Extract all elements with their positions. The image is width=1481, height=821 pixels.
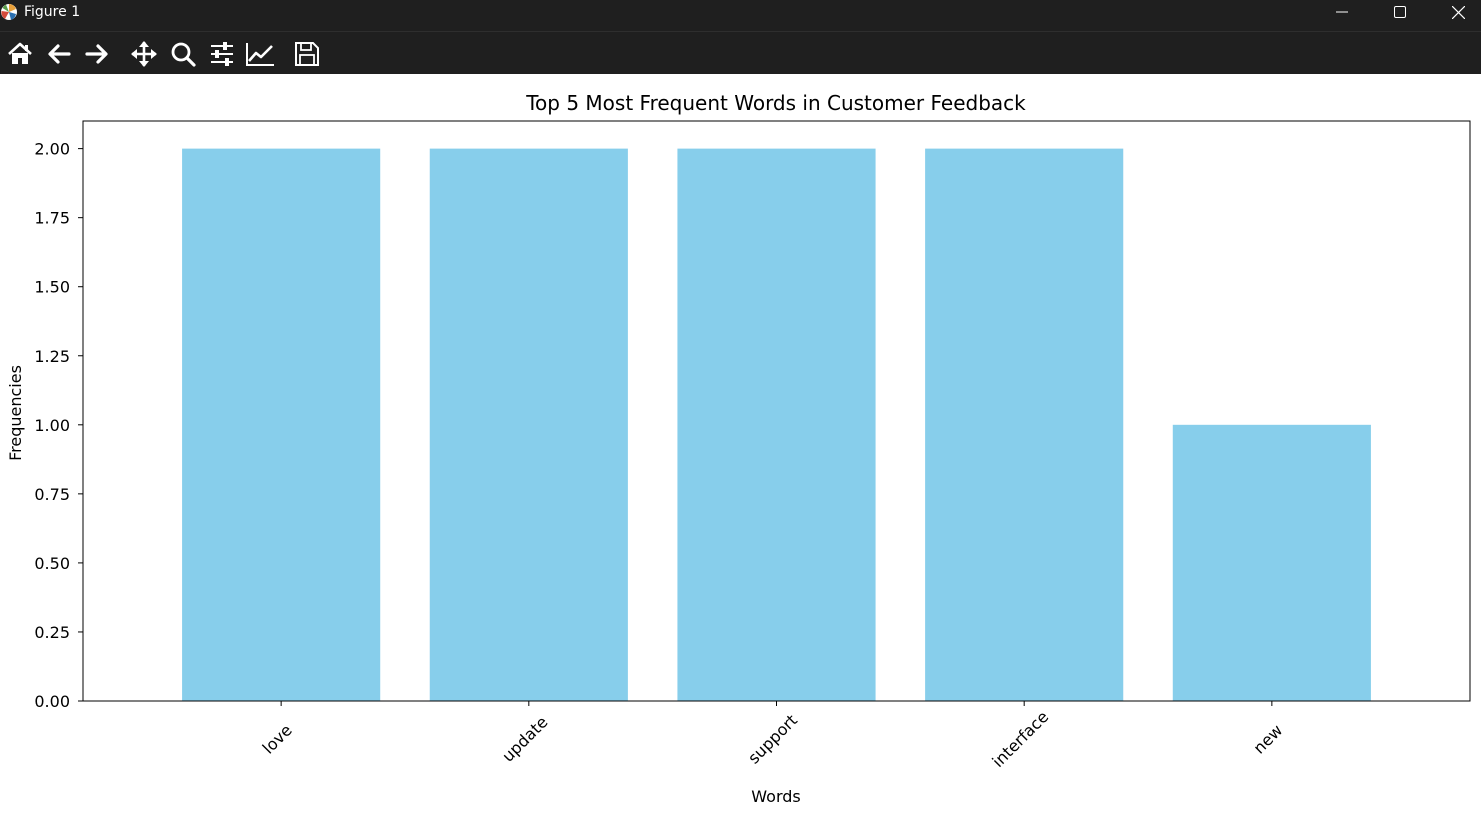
configure-subplots-button[interactable] (206, 38, 238, 70)
line-chart-icon (246, 43, 274, 66)
bars-layer (182, 148, 1371, 702)
y-tick-label: 0.75 (34, 485, 70, 504)
pan-button[interactable] (128, 38, 160, 70)
y-tick-label: 1.25 (34, 347, 70, 366)
matplotlib-logo-icon (1, 4, 17, 20)
x-tick-label: update (498, 712, 551, 765)
y-tick-label: 1.50 (34, 278, 70, 297)
maximize-button[interactable] (1371, 0, 1429, 24)
window-title: Figure 1 (24, 4, 81, 20)
y-tick-label: 2.00 (34, 140, 70, 159)
minimize-button[interactable] (1313, 0, 1371, 24)
home-icon (8, 42, 32, 64)
y-tick-label: 1.75 (34, 209, 70, 228)
bar-interface (925, 148, 1124, 702)
x-tick-label: love (259, 721, 296, 758)
back-button[interactable] (43, 38, 75, 70)
close-icon (1451, 5, 1465, 19)
x-axis-label: Words (751, 787, 800, 806)
bar-chart: Top 5 Most Frequent Words in Customer Fe… (6, 91, 1471, 806)
bar-update (429, 148, 628, 702)
bar-new (1172, 424, 1371, 701)
close-button[interactable] (1429, 0, 1481, 24)
x-tick-label: support (744, 711, 801, 768)
maximize-icon (1394, 6, 1406, 18)
y-tick-label: 1.00 (34, 416, 70, 435)
y-tick-label: 0.00 (34, 692, 70, 711)
zoom-button[interactable] (167, 38, 199, 70)
bar-support (677, 148, 876, 702)
y-tick-label: 0.25 (34, 623, 70, 642)
move-icon (131, 41, 157, 67)
magnifier-icon (171, 42, 196, 67)
sliders-icon (211, 42, 233, 66)
figure-canvas: Top 5 Most Frequent Words in Customer Fe… (0, 74, 1481, 817)
forward-button[interactable] (81, 38, 113, 70)
minimize-icon (1336, 11, 1348, 13)
bar-love (182, 148, 381, 702)
title-bar: Figure 1 (0, 0, 1481, 31)
y-axis-label: Frequencies (6, 365, 25, 461)
floppy-disk-icon (295, 42, 319, 66)
x-tick-label: interface (988, 707, 1052, 771)
arrow-left-icon (48, 44, 71, 64)
save-button[interactable] (291, 38, 323, 70)
home-button[interactable] (4, 38, 36, 70)
x-axis: love update support interface new (259, 701, 1287, 771)
arrow-right-icon (85, 44, 108, 64)
y-tick-label: 0.50 (34, 554, 70, 573)
plot-frame (82, 120, 1471, 702)
navigation-toolbar (0, 31, 1481, 74)
chart-title: Top 5 Most Frequent Words in Customer Fe… (525, 91, 1026, 115)
edit-axis-button[interactable] (244, 38, 276, 70)
x-tick-label: new (1250, 721, 1287, 758)
y-axis: 0.00 0.25 0.50 0.75 1.00 1.25 1.50 1.75 2.00 (34, 140, 83, 711)
